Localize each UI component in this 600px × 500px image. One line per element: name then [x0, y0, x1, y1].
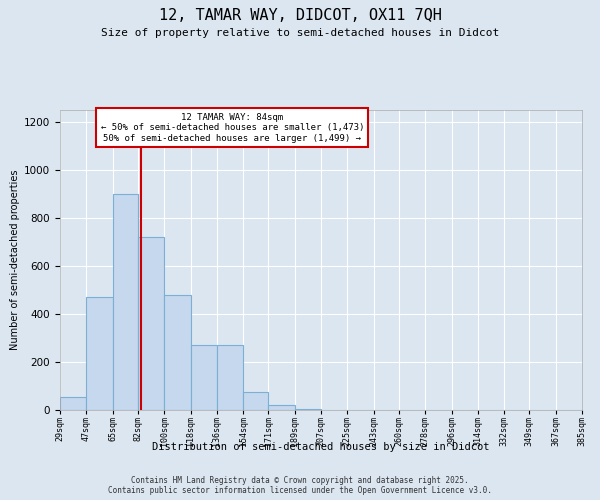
Text: 12 TAMAR WAY: 84sqm
← 50% of semi-detached houses are smaller (1,473)
50% of sem: 12 TAMAR WAY: 84sqm ← 50% of semi-detach…	[101, 113, 364, 143]
Bar	[86, 297, 113, 410]
Bar	[191, 345, 217, 410]
Bar	[268, 405, 295, 410]
Y-axis label: Number of semi-detached properties: Number of semi-detached properties	[10, 170, 20, 350]
Bar	[164, 295, 191, 410]
Bar	[217, 345, 243, 410]
Bar	[295, 409, 321, 410]
Bar	[243, 392, 268, 410]
Bar	[60, 397, 86, 410]
Text: Size of property relative to semi-detached houses in Didcot: Size of property relative to semi-detach…	[101, 28, 499, 38]
Bar	[138, 237, 164, 410]
Bar	[113, 194, 138, 410]
Text: Contains HM Land Registry data © Crown copyright and database right 2025.
Contai: Contains HM Land Registry data © Crown c…	[108, 476, 492, 495]
Text: Distribution of semi-detached houses by size in Didcot: Distribution of semi-detached houses by …	[152, 442, 490, 452]
Text: 12, TAMAR WAY, DIDCOT, OX11 7QH: 12, TAMAR WAY, DIDCOT, OX11 7QH	[158, 8, 442, 22]
